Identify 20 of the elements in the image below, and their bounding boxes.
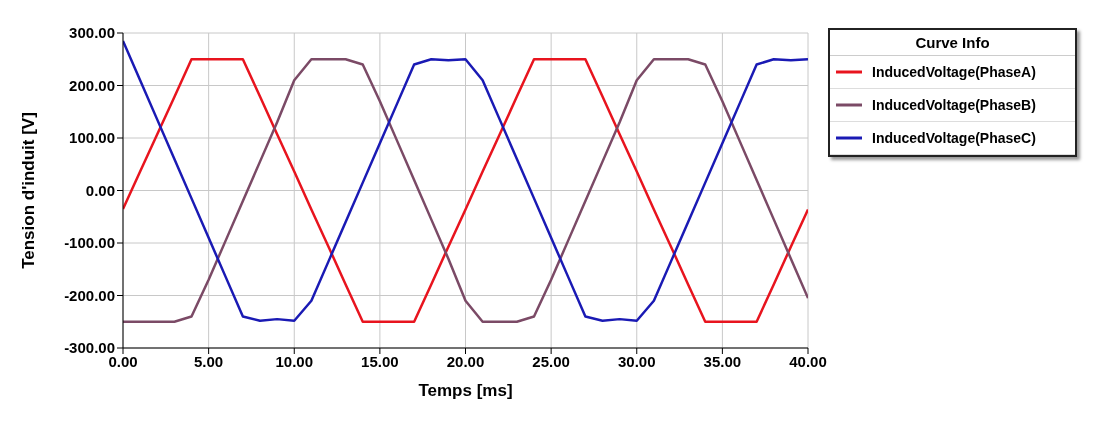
y-axis-title: Tension d'induit [V] [19, 112, 39, 269]
x-tick-label: 10.00 [275, 352, 314, 370]
x-axis-title: Temps [ms] [418, 381, 513, 400]
y-tick-label: 300.00 [69, 24, 115, 42]
legend-label: InducedVoltage(PhaseA) [872, 64, 1036, 80]
x-tick-label: 25.00 [532, 352, 570, 370]
y-tick-label: 100.00 [69, 129, 115, 147]
x-tick-label: 40.00 [789, 352, 827, 370]
legend-title: Curve Info [830, 30, 1075, 56]
y-tick-label: -100.00 [64, 234, 115, 252]
x-tick-label: 15.00 [361, 352, 399, 370]
x-tick-label: 20.00 [446, 352, 485, 370]
x-tick-label: 30.00 [617, 352, 656, 370]
y-tick-label: -200.00 [64, 286, 115, 304]
legend-label: InducedVoltage(PhaseC) [872, 130, 1036, 146]
x-tick-label: 35.00 [703, 352, 742, 370]
y-tick-label: 0.00 [85, 181, 115, 199]
legend-label: InducedVoltage(PhaseB) [872, 97, 1036, 113]
x-tick-label: 5.00 [194, 352, 224, 370]
y-tick-label: 200.00 [69, 76, 115, 94]
